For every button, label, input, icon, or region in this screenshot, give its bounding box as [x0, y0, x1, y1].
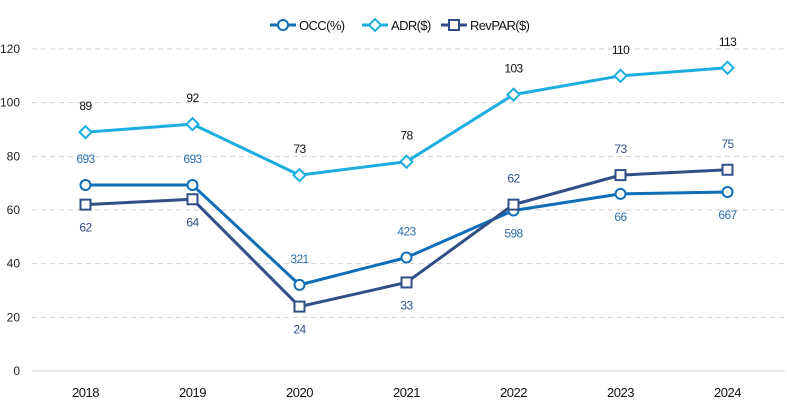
data-point-adr: [506, 87, 521, 103]
data-label-adr: 113: [719, 35, 737, 49]
data-point-revpar: [614, 169, 627, 182]
data-label-adr: 89: [79, 99, 92, 113]
data-label-revpar: 73: [614, 142, 627, 156]
data-labels: 693 693 321 423 598 66 667 89 92 73 78 103 110 113 62 6…: [76, 35, 738, 337]
series-group: [78, 60, 735, 313]
y-tick-label: 0: [13, 364, 20, 378]
data-point-adr: [185, 116, 200, 132]
data-label-adr: 78: [400, 129, 413, 143]
data-label-revpar: 64: [186, 215, 199, 229]
data-label-revpar: 24: [293, 323, 306, 337]
x-tick-label: 2024: [714, 385, 741, 400]
data-point-revpar: [79, 198, 92, 211]
legend-label: RevPAR($): [470, 18, 530, 33]
legend[interactable]: OCC(%) ADR($) RevPAR($): [270, 17, 530, 33]
data-point-occ: [614, 187, 627, 200]
gridlines: [32, 48, 785, 372]
data-point-occ: [79, 179, 92, 192]
data-point-revpar: [721, 163, 734, 176]
x-tick-label: 2021: [393, 385, 420, 400]
x-axis: 2018 2019 2020 2021 2022 2023 2024: [72, 385, 742, 400]
y-tick-label: 120: [0, 42, 20, 56]
data-label-adr: 73: [293, 142, 306, 156]
y-tick-label: 80: [7, 149, 21, 163]
data-label-occ: 667: [718, 208, 737, 222]
data-point-occ: [293, 278, 306, 291]
legend-item-occ[interactable]: OCC(%): [270, 18, 345, 33]
data-label-revpar: 62: [507, 172, 520, 186]
data-point-revpar: [400, 276, 413, 289]
x-tick-label: 2022: [500, 385, 527, 400]
x-tick-label: 2019: [179, 385, 206, 400]
data-point-adr: [399, 154, 414, 170]
x-tick-label: 2018: [72, 385, 99, 400]
data-label-adr: 92: [186, 91, 199, 105]
x-tick-label: 2020: [286, 385, 313, 400]
y-axis: 0 20 40 60 80 100 120: [0, 42, 20, 378]
data-label-occ: 693: [183, 152, 202, 166]
legend-label: ADR($): [391, 18, 431, 33]
data-label-revpar: 62: [79, 221, 92, 235]
data-point-occ: [400, 251, 413, 264]
y-tick-label: 60: [7, 203, 21, 217]
legend-item-revpar[interactable]: RevPAR($): [441, 18, 530, 33]
data-point-revpar: [186, 193, 199, 206]
data-label-adr: 103: [504, 62, 523, 76]
data-point-occ: [721, 186, 734, 199]
data-point-adr: [292, 167, 307, 183]
data-point-adr: [78, 124, 93, 140]
legend-marker-circle: [277, 19, 289, 31]
data-label-occ: 693: [76, 152, 95, 166]
legend-marker-diamond: [367, 17, 383, 33]
data-label-occ: 423: [397, 224, 416, 238]
legend-item-adr[interactable]: ADR($): [362, 17, 432, 33]
data-point-occ: [186, 179, 199, 192]
data-label-occ: 66: [614, 210, 627, 224]
data-label-adr: 110: [612, 43, 630, 57]
legend-marker-square: [448, 19, 460, 31]
y-tick-label: 20: [7, 310, 21, 324]
data-label-occ: 321: [290, 252, 309, 266]
data-point-adr: [720, 60, 735, 76]
data-label-revpar: 75: [721, 137, 734, 151]
y-tick-label: 100: [0, 96, 20, 110]
data-label-occ: 598: [504, 227, 523, 241]
data-point-revpar: [293, 300, 306, 313]
x-tick-label: 2023: [607, 385, 634, 400]
data-point-adr: [613, 68, 628, 84]
data-label-revpar: 33: [400, 298, 413, 312]
data-point-revpar: [507, 198, 520, 211]
y-tick-label: 40: [7, 257, 21, 271]
legend-label: OCC(%): [299, 18, 345, 33]
